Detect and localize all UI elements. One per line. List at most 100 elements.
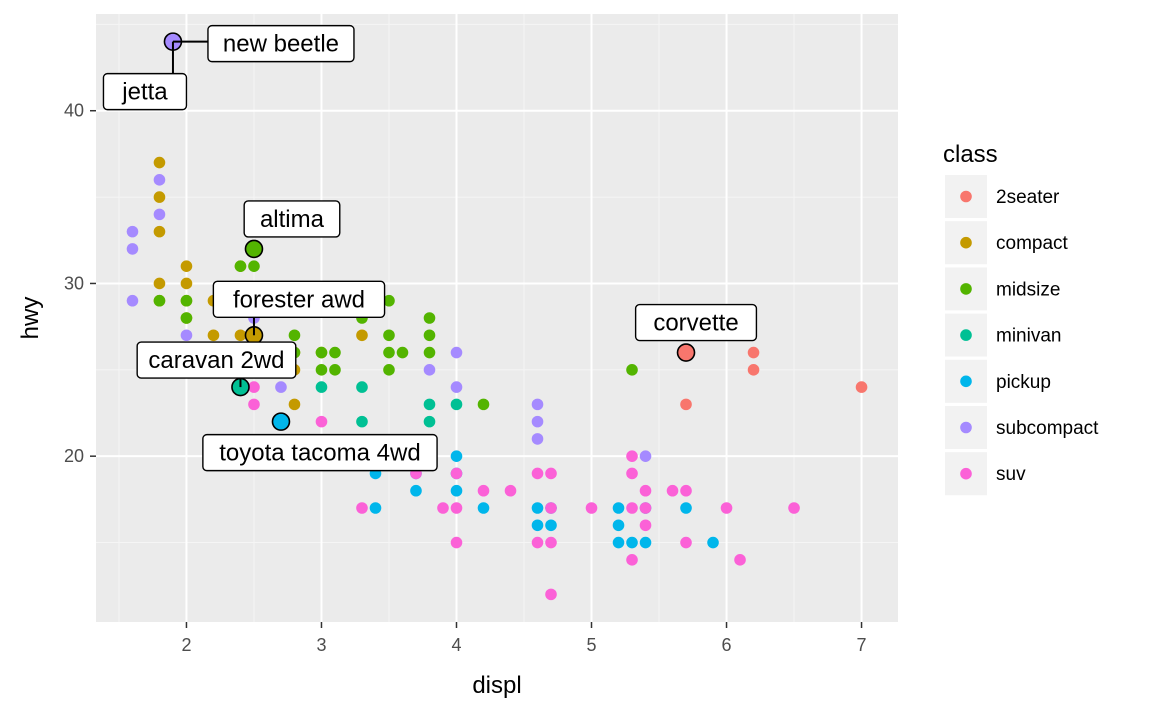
data-point-midsize <box>329 364 341 376</box>
data-point-midsize <box>423 346 436 359</box>
data-point-suv <box>477 484 490 497</box>
annotation-box <box>207 24 355 63</box>
x-axis-title: displ <box>472 672 521 699</box>
data-point-suv <box>734 554 746 566</box>
data-point-midsize <box>329 346 341 359</box>
legend-swatch <box>960 236 972 249</box>
data-point-pickup <box>369 502 382 514</box>
data-point-suv <box>450 467 463 480</box>
x-tick-label: 3 <box>316 635 326 655</box>
data-point-suv <box>788 502 800 514</box>
legend-label: compact <box>996 233 1069 254</box>
data-point-compact <box>153 277 166 290</box>
data-point-subcompact <box>180 329 193 342</box>
legend-item-minivan: minivan <box>945 313 1061 357</box>
legend-label: subcompact <box>996 418 1099 439</box>
data-point-suv <box>626 502 638 514</box>
data-point-suv <box>356 502 368 514</box>
annotation-label: jetta <box>121 79 168 106</box>
legend-title: class <box>943 141 998 168</box>
data-point-subcompact <box>126 294 139 307</box>
data-point-suv <box>504 484 517 497</box>
data-point-suv <box>639 519 652 532</box>
data-point-pickup <box>450 450 463 462</box>
data-point-minivan <box>315 381 328 393</box>
annotation-corvette: corvette <box>634 303 758 342</box>
annotation-label: new beetle <box>223 31 339 58</box>
data-point-midsize <box>248 260 260 272</box>
data-point-compact <box>234 329 247 342</box>
legend-item-suv: suv <box>945 452 1026 496</box>
data-point-suv <box>626 554 638 566</box>
x-tick-label: 6 <box>722 635 732 655</box>
y-tick-label: 40 <box>64 101 84 121</box>
data-point-suv <box>680 484 692 497</box>
annotation-box <box>202 433 438 472</box>
data-point-midsize <box>315 364 328 376</box>
legend-swatch <box>960 467 972 480</box>
legend-swatch <box>960 421 972 434</box>
legend-label: minivan <box>996 326 1061 347</box>
legend-item-midsize: midsize <box>945 267 1060 311</box>
data-point-suv <box>720 502 733 514</box>
data-point-suv <box>545 536 557 549</box>
annotation-box <box>243 200 341 238</box>
data-point-compact <box>207 329 220 342</box>
data-point-suv <box>545 588 557 601</box>
data-point-suv <box>437 502 449 514</box>
data-point-suv <box>680 536 692 549</box>
data-point-pickup <box>612 502 625 514</box>
data-point-suv <box>315 415 328 428</box>
annotation-toyota-tacoma-4wd: toyota tacoma 4wd <box>202 433 438 472</box>
annotation-caravan-2wd: caravan 2wd <box>136 341 297 388</box>
data-point-suv <box>639 502 652 514</box>
x-tick-label: 2 <box>181 635 191 655</box>
y-tick-label: 20 <box>64 446 84 466</box>
data-point-midsize <box>383 364 395 376</box>
data-point-suv <box>450 502 463 514</box>
data-point-suv <box>450 536 463 549</box>
annotation-box <box>136 341 297 379</box>
data-point-pickup <box>531 519 544 532</box>
data-point-suv <box>545 502 557 514</box>
data-point-suv <box>639 484 652 497</box>
data-point-pickup <box>545 519 557 532</box>
annotation-label: toyota tacoma 4wd <box>219 440 420 467</box>
data-point-compact <box>180 277 193 290</box>
annotation-box <box>212 280 386 318</box>
data-point-midsize <box>423 329 436 342</box>
data-point-suv <box>248 398 260 411</box>
data-point-pickup <box>410 484 422 497</box>
data-point-subcompact <box>423 364 436 376</box>
data-point-subcompact <box>153 208 166 221</box>
annotation-jetta: jetta <box>102 41 188 111</box>
data-point-subcompact <box>153 174 166 186</box>
annotation-label: caravan 2wd <box>148 347 284 374</box>
data-point-suv <box>248 381 260 393</box>
data-point-suv <box>585 502 598 514</box>
highlighted-point <box>271 412 291 431</box>
annotation-label: altima <box>260 206 325 233</box>
data-point-compact <box>153 225 166 238</box>
data-point-subcompact <box>450 381 463 393</box>
data-point-suv <box>531 467 544 480</box>
major-gridlines <box>96 14 898 622</box>
legend-label: suv <box>996 464 1026 485</box>
annotation-box <box>102 72 188 111</box>
plot-panel <box>96 14 898 622</box>
data-point-suv <box>626 450 638 462</box>
data-point-midsize <box>315 346 328 359</box>
legend: class 2seater compact midsize minivan pickup… <box>943 141 1099 496</box>
x-tick-label: 4 <box>451 635 461 655</box>
legend-item-pickup: pickup <box>945 359 1051 403</box>
data-point-suv <box>531 536 544 549</box>
data-point-midsize <box>396 346 409 359</box>
annotation-new-beetle: new beetle <box>172 24 355 63</box>
data-point-midsize <box>423 312 436 324</box>
y-axis: 20 30 40 <box>64 101 96 466</box>
data-point-pickup <box>639 536 652 549</box>
data-point-compact <box>153 191 166 203</box>
data-point-pickup <box>707 536 719 549</box>
data-point-suv <box>626 467 638 480</box>
data-point-midsize <box>153 294 166 307</box>
